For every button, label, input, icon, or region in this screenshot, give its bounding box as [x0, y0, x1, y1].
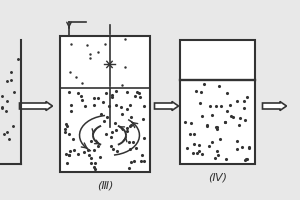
FancyArrow shape	[262, 102, 286, 110]
FancyArrow shape	[154, 102, 178, 110]
FancyArrow shape	[20, 102, 52, 110]
Bar	[180, 40, 255, 164]
Bar	[60, 36, 150, 172]
Text: (Ⅲ): (Ⅲ)	[97, 181, 113, 191]
Text: (Ⅳ): (Ⅳ)	[208, 173, 227, 183]
